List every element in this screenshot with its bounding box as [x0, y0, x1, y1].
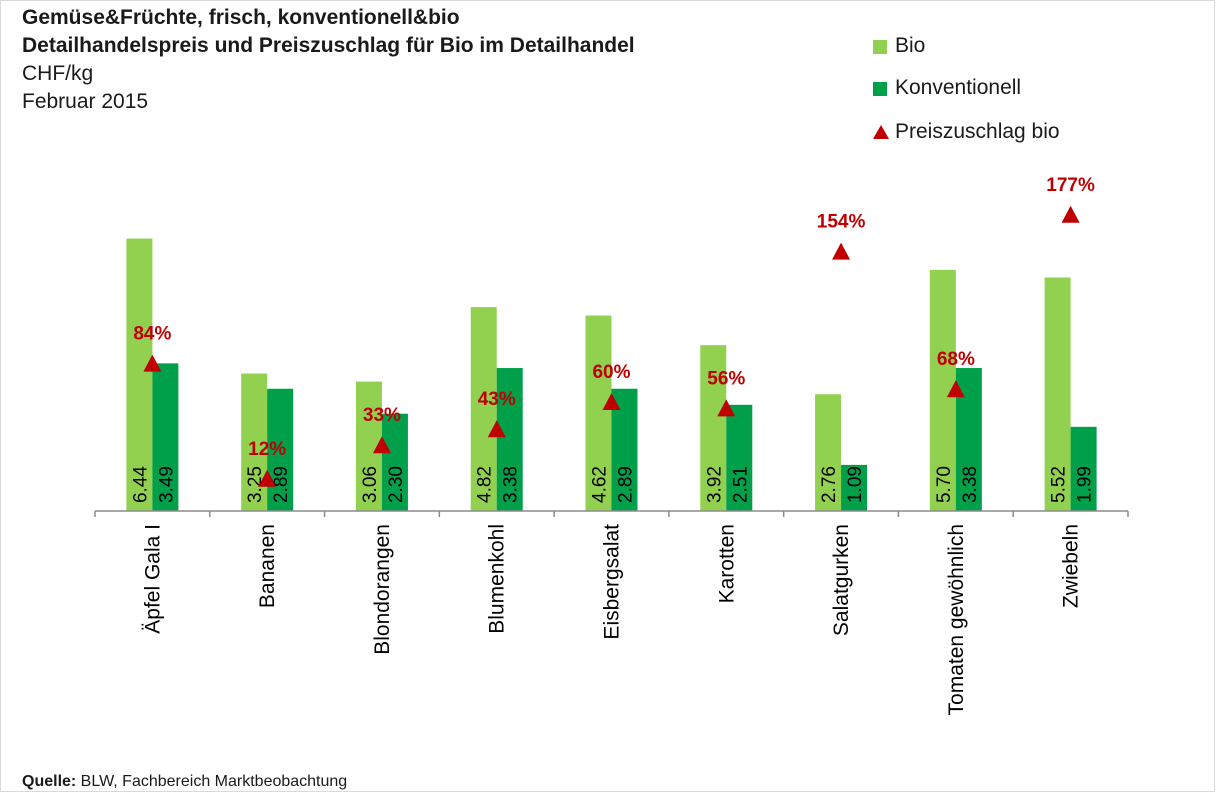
- value-label-konventionell: 3.38: [501, 466, 522, 503]
- pct-label: 84%: [133, 324, 171, 345]
- bar-konventionell: [267, 388, 294, 511]
- bar-konventionell: [726, 404, 753, 511]
- bar-konventionell: [152, 363, 179, 511]
- marker-preiszuschlag: [832, 242, 851, 260]
- marker-preiszuschlag: [717, 399, 736, 417]
- pct-label: 43%: [478, 389, 516, 410]
- value-label-bio: 3.25: [245, 466, 266, 503]
- value-label-konventionell: 3.49: [156, 466, 177, 503]
- marker-preiszuschlag: [946, 380, 965, 398]
- legend-swatch-konventionell: [873, 82, 887, 96]
- value-label-konventionell: 2.51: [730, 466, 751, 503]
- chart-unit: CHF/kg: [22, 62, 94, 85]
- marker-preiszuschlag: [1061, 205, 1080, 223]
- category-label: Äpfel Gala I: [141, 524, 164, 634]
- value-label-konventionell: 1.99: [1075, 466, 1096, 503]
- value-label-bio: 2.76: [819, 466, 840, 503]
- bar-konventionell: [496, 368, 523, 511]
- bar-bio: [241, 373, 268, 511]
- value-label-bio: 6.44: [130, 466, 151, 503]
- bar-konventionell: [841, 464, 868, 511]
- marker-preiszuschlag: [487, 420, 506, 438]
- chart-header: Gemüse&Früchte, frisch, konventionell&bi…: [22, 4, 635, 116]
- value-label-konventionell: 1.09: [845, 466, 866, 503]
- pct-labels-layer: 84% 12% 33% 43% 60% 56% 154% 68% 177%: [133, 175, 1095, 460]
- bar-bio: [585, 315, 612, 511]
- source-text: BLW, Fachbereich Marktbeobachtung: [76, 773, 348, 790]
- pct-label: 33%: [363, 405, 401, 426]
- marker-preiszuschlag: [372, 436, 391, 454]
- category-label: Bananen: [256, 524, 279, 608]
- category-label: Blondorangen: [371, 524, 394, 655]
- pct-label: 154%: [817, 212, 866, 233]
- category-label: Blumenkohl: [486, 524, 509, 634]
- category-label: Tomaten gewöhnlich: [945, 524, 968, 715]
- triangle-marker-icon: [873, 125, 889, 139]
- bar-bio: [470, 307, 497, 511]
- chart-title-line2: Detailhandelspreis und Preiszuschlag für…: [22, 34, 635, 57]
- pct-label: 56%: [707, 368, 745, 389]
- bar-bio: [126, 238, 153, 511]
- bars-layer: [126, 238, 1097, 511]
- bar-bio: [700, 345, 727, 511]
- value-label-bio: 5.52: [1049, 466, 1070, 503]
- value-label-bio: 3.92: [704, 466, 725, 503]
- legend-swatch-bio: [873, 40, 887, 54]
- bar-konventionell: [381, 413, 408, 511]
- x-axis-ticks: [94, 511, 1129, 517]
- value-label-bio: 5.70: [934, 466, 955, 503]
- bar-bio: [815, 394, 842, 511]
- value-label-konventionell: 3.38: [960, 466, 981, 503]
- category-label: Zwiebeln: [1060, 524, 1083, 608]
- value-label-konventionell: 2.89: [616, 466, 637, 503]
- chart-title-line1: Gemüse&Früchte, frisch, konventionell&bi…: [22, 6, 460, 29]
- marker-preiszuschlag: [258, 469, 277, 487]
- category-label: Karotten: [715, 524, 738, 603]
- markers-layer: [143, 205, 1080, 487]
- bar-bio: [1044, 277, 1071, 511]
- legend-label-bio: Bio: [895, 34, 926, 57]
- source-note: Quelle: BLW, Fachbereich Marktbeobachtun…: [22, 773, 347, 791]
- source-label: Quelle:: [22, 773, 77, 790]
- category-label: Eisbergsalat: [601, 524, 624, 640]
- value-label-bio: 4.62: [590, 466, 611, 503]
- pct-label: 177%: [1046, 175, 1095, 196]
- bar-konventionell: [1070, 426, 1097, 511]
- value-label-bio: 4.82: [475, 466, 496, 503]
- pct-label: 12%: [248, 439, 286, 460]
- category-label: Salatgurken: [830, 524, 853, 636]
- pct-label: 68%: [937, 349, 975, 370]
- marker-preiszuschlag: [602, 393, 621, 410]
- value-label-bio: 3.06: [360, 466, 381, 503]
- pct-label: 60%: [592, 362, 630, 383]
- value-labels-layer: 6.44 3.49 3.25 2.89 3.06 2.30 4.82 3.38 4.62 2.89…: [130, 466, 1095, 503]
- value-label-konventionell: 2.89: [271, 466, 292, 503]
- marker-preiszuschlag: [143, 354, 162, 372]
- value-label-konventionell: 2.30: [386, 466, 407, 503]
- category-labels-layer: Äpfel Gala I Bananen Blondorangen Blumenkoh…: [141, 524, 1082, 716]
- legend-label-konventionell: Konventionell: [895, 76, 1022, 99]
- legend-label-preiszuschlag: Preiszuschlag bio: [895, 120, 1060, 143]
- chart-period: Februar 2015: [22, 90, 149, 113]
